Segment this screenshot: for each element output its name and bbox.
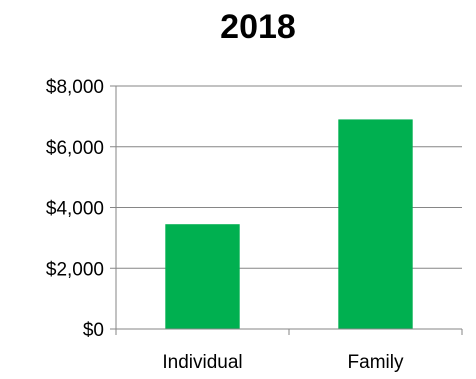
x-category-label: Family (348, 352, 404, 373)
y-tick-label: $4,000 (46, 199, 104, 220)
bar-individual (165, 224, 240, 329)
y-axis-ticks: $0 $2,000 $4,000 $6,000 $8,000 (46, 77, 104, 341)
y-tick-label: $6,000 (46, 138, 104, 159)
y-tick-label: $0 (83, 320, 104, 341)
y-tick-label: $2,000 (46, 259, 104, 280)
y-tick-label: $8,000 (46, 77, 104, 98)
bars (165, 119, 413, 329)
x-category-label: Individual (162, 352, 242, 373)
chart-title: 2018 (220, 8, 296, 46)
axes (110, 85, 463, 335)
x-axis-labels: Individual Family (162, 352, 404, 373)
bar-family (338, 119, 413, 329)
